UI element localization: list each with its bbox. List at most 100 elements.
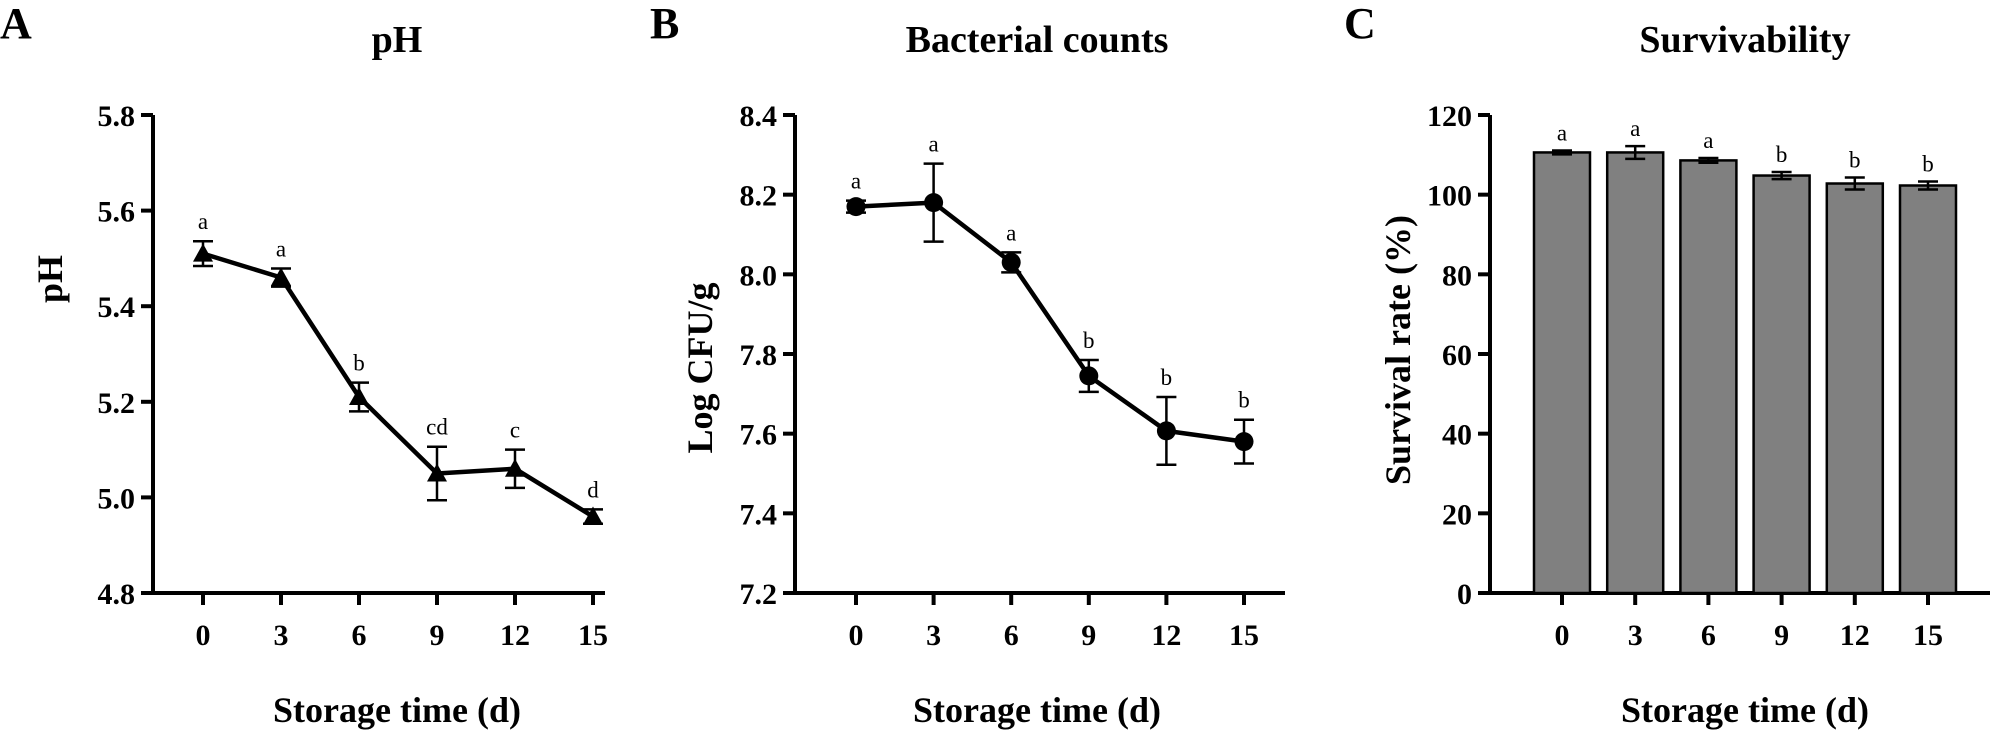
data-point xyxy=(1079,366,1099,386)
panel-c-survivability: C Survivability Survival rate (%) Storag… xyxy=(1344,0,1990,730)
x-tick-label: 3 xyxy=(274,619,289,652)
x-tick-label: 3 xyxy=(926,619,941,652)
significance-label: b xyxy=(1849,148,1861,173)
data-point xyxy=(505,458,525,477)
y-tick-label: 80 xyxy=(1442,259,1472,292)
chart-title: pH xyxy=(372,19,423,61)
panel-letter: A xyxy=(0,0,32,48)
y-tick-label: 5.6 xyxy=(98,196,136,229)
bar xyxy=(1898,184,1958,595)
significance-label: a xyxy=(276,236,286,261)
bar xyxy=(1679,159,1738,595)
significance-label: a xyxy=(1557,120,1567,145)
data-point xyxy=(271,267,291,286)
significance-label: d xyxy=(587,477,599,502)
x-tick-label: 9 xyxy=(1081,619,1096,652)
plot-area: 0 20 40 60 80 100 120 0 3 6 9 12 15 a a a b b b xyxy=(1427,100,1990,652)
plot-area: 7.2 7.4 7.6 7.8 8.0 8.2 8.4 0 3 6 9 12 15 a a a b b b xyxy=(740,100,1285,652)
x-tick-label: 15 xyxy=(1913,619,1943,652)
significance-label: b xyxy=(1083,328,1095,353)
data-point xyxy=(1156,421,1176,441)
y-tick-label: 5.4 xyxy=(98,291,136,324)
error-bar xyxy=(1771,170,1792,181)
significance-label: b xyxy=(1776,142,1788,167)
significance-label: a xyxy=(1006,220,1016,245)
significance-label: b xyxy=(1922,152,1934,177)
significance-label: a xyxy=(851,169,861,194)
x-tick-label: 12 xyxy=(500,619,530,652)
y-tick-label: 7.4 xyxy=(740,498,778,531)
chart-title: Survivability xyxy=(1639,19,1850,61)
error-bar xyxy=(1698,156,1719,165)
panel-letter: B xyxy=(650,0,679,48)
y-tick-label: 5.0 xyxy=(98,482,136,515)
y-axis-label: Log CFU/g xyxy=(680,283,720,454)
data-point xyxy=(846,197,866,217)
significance-label: a xyxy=(198,209,208,234)
significance-label: a xyxy=(1703,128,1713,153)
y-tick-label: 8.2 xyxy=(740,180,778,213)
data-point xyxy=(1234,432,1254,452)
y-tick-label: 0 xyxy=(1457,578,1472,611)
data-point xyxy=(924,193,944,213)
x-tick-label: 6 xyxy=(352,619,367,652)
bar xyxy=(1532,151,1592,595)
x-tick-label: 3 xyxy=(1628,619,1643,652)
x-axis-label: Storage time (d) xyxy=(273,690,521,730)
x-axis-label: Storage time (d) xyxy=(1621,690,1869,730)
y-tick-label: 20 xyxy=(1442,498,1472,531)
y-tick-label: 40 xyxy=(1442,419,1472,452)
series-line xyxy=(855,200,1245,444)
panel-letter: C xyxy=(1344,0,1376,48)
data-point xyxy=(1001,252,1021,272)
panel-a-ph: A pH pH Storage time (d) 4.8 5.0 5.2 5.4 5.6… xyxy=(0,0,608,730)
x-tick-label: 9 xyxy=(1774,619,1789,652)
y-tick-label: 7.2 xyxy=(740,578,778,611)
significance-label: cd xyxy=(426,415,448,440)
x-tick-label: 0 xyxy=(1555,619,1570,652)
significance-label: a xyxy=(928,132,938,157)
series-line xyxy=(202,251,595,519)
y-tick-label: 7.6 xyxy=(740,419,778,452)
y-tick-label: 120 xyxy=(1427,100,1472,133)
y-tick-label: 5.2 xyxy=(98,387,136,420)
x-tick-label: 9 xyxy=(430,619,445,652)
error-bar xyxy=(1552,149,1572,156)
y-tick-label: 4.8 xyxy=(98,578,136,611)
significance-label: a xyxy=(1630,116,1640,141)
y-tick-label: 8.4 xyxy=(740,100,778,133)
y-tick-label: 7.8 xyxy=(740,339,778,372)
significance-label: b xyxy=(353,351,365,376)
x-tick-label: 15 xyxy=(1229,619,1259,652)
y-tick-label: 5.8 xyxy=(98,100,136,133)
data-point xyxy=(349,387,369,406)
x-tick-label: 12 xyxy=(1840,619,1870,652)
y-tick-label: 100 xyxy=(1427,180,1472,213)
error-bar xyxy=(1625,144,1646,161)
error-bar xyxy=(1918,180,1938,191)
x-tick-label: 15 xyxy=(578,619,608,652)
bar xyxy=(1605,151,1665,595)
data-point xyxy=(427,463,447,482)
data-point xyxy=(193,243,213,262)
error-bar xyxy=(1844,176,1865,191)
y-tick-label: 8.0 xyxy=(740,259,778,292)
y-axis-label: Survival rate (%) xyxy=(1378,215,1418,485)
x-tick-label: 0 xyxy=(849,619,864,652)
panel-b-bacterial-counts: B Bacterial counts Log CFU/g Storage tim… xyxy=(650,0,1285,730)
data-point xyxy=(583,506,603,525)
x-tick-label: 6 xyxy=(1004,619,1019,652)
chart-title: Bacterial counts xyxy=(906,19,1169,61)
x-tick-label: 6 xyxy=(1701,619,1716,652)
bar xyxy=(1825,182,1885,595)
x-tick-label: 12 xyxy=(1151,619,1181,652)
significance-label: b xyxy=(1161,365,1173,390)
significance-label: b xyxy=(1238,388,1250,413)
bar xyxy=(1752,174,1811,595)
y-axis-label: pH xyxy=(30,255,70,303)
y-tick-label: 60 xyxy=(1442,339,1472,372)
x-axis-label: Storage time (d) xyxy=(913,690,1161,730)
x-tick-label: 0 xyxy=(196,619,211,652)
